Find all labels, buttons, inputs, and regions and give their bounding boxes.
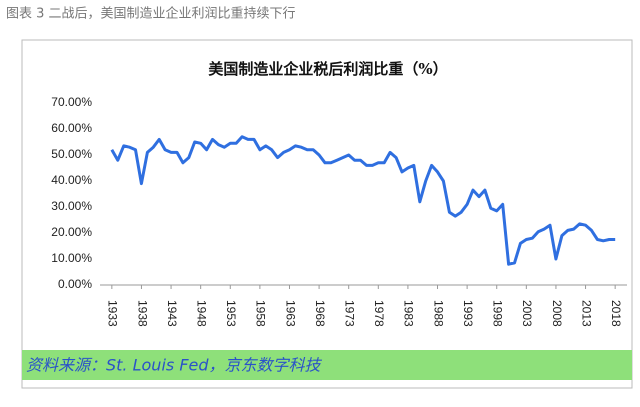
x-tick-label: 1978 bbox=[372, 300, 386, 327]
chart-title: 美国制造业企业税后利润比重（%） bbox=[208, 60, 447, 78]
x-tick-label: 2018 bbox=[609, 300, 623, 327]
y-tick-label: 70.00% bbox=[51, 95, 92, 109]
x-tick-label: 1953 bbox=[224, 300, 238, 327]
x-tick-label: 1973 bbox=[343, 300, 357, 327]
source: 资料来源：St. Louis Fed，京东数字科技 bbox=[26, 356, 323, 375]
caption: 图表 3 二战后，美国制造业企业利润比重持续下行 bbox=[6, 6, 296, 22]
chart-frame bbox=[21, 39, 633, 389]
x-tick-label: 1948 bbox=[194, 300, 208, 327]
x-tick-label: 1963 bbox=[283, 300, 297, 327]
x-tick-label: 1958 bbox=[254, 300, 268, 327]
x-tick-label: 1933 bbox=[106, 300, 120, 327]
x-tick-label: 2003 bbox=[520, 300, 534, 327]
x-tick-label: 1983 bbox=[402, 300, 416, 327]
line bbox=[110, 135, 616, 266]
x-tick-label: 2013 bbox=[579, 300, 593, 327]
x-tick-label: 1943 bbox=[165, 300, 179, 327]
y-tick-label: 0.00% bbox=[58, 277, 92, 291]
x-tick-label: 1998 bbox=[491, 300, 505, 327]
source-band bbox=[22, 350, 632, 380]
x-tick-label: 1938 bbox=[135, 300, 149, 327]
y-tick-label: 20.00% bbox=[51, 225, 92, 239]
x-tick-label: 1968 bbox=[313, 300, 327, 327]
x-tick-label: 2008 bbox=[550, 300, 564, 327]
y-tick-label: 30.00% bbox=[51, 199, 92, 213]
y-tick-label: 40.00% bbox=[51, 173, 92, 187]
y-tick-label: 10.00% bbox=[51, 251, 92, 265]
y-tick-label: 50.00% bbox=[51, 147, 92, 161]
y-tick-label: 60.00% bbox=[51, 121, 92, 135]
x-tick-label: 1993 bbox=[461, 300, 475, 327]
x-tick-label: 1988 bbox=[431, 300, 445, 327]
